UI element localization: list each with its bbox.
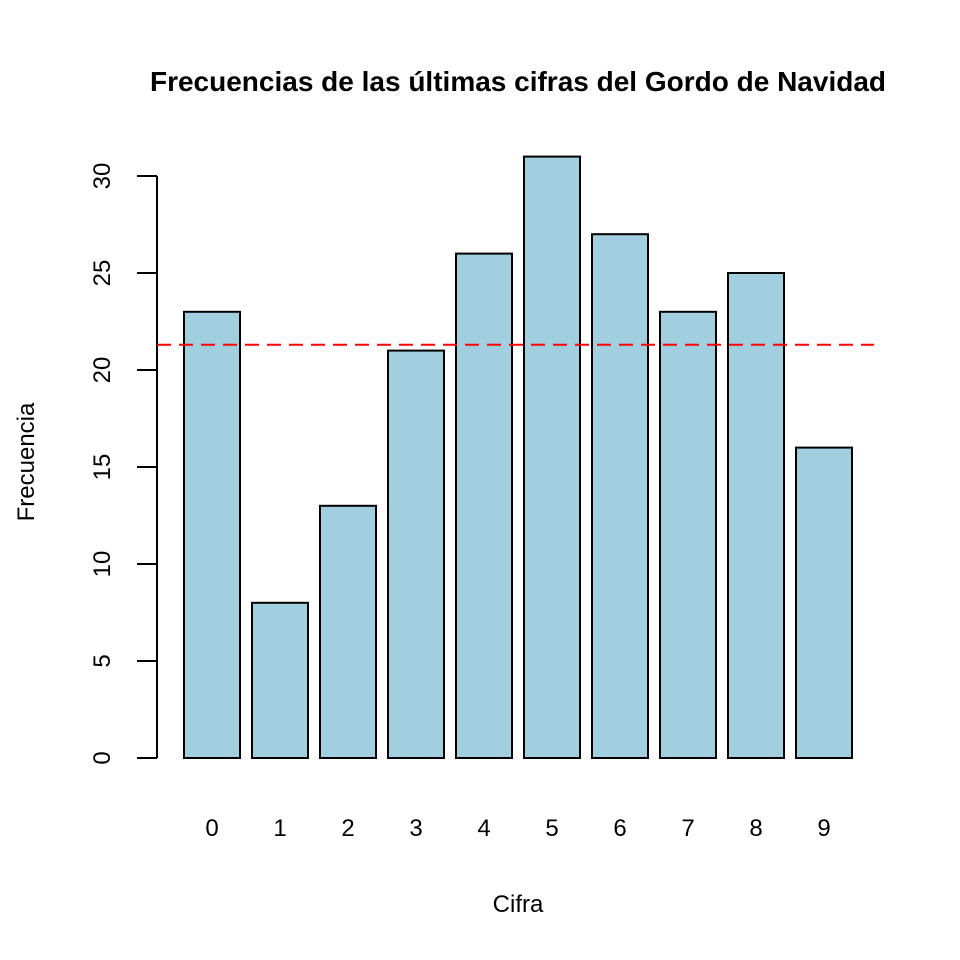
bar-9: [795, 446, 853, 759]
y-axis-line: [137, 175, 158, 759]
y-tick-label: 0: [89, 751, 116, 764]
chart-title: Frecuencias de las últimas cifras del Go…: [150, 66, 886, 97]
y-tick-label: 10: [89, 551, 116, 578]
x-tick-label: 3: [409, 815, 422, 842]
bar-7: [659, 310, 717, 759]
x-tick-label: 6: [613, 815, 626, 842]
y-tick-labels: 0 5 10 15 20 25 30: [89, 163, 116, 765]
bars-group: [183, 155, 853, 760]
x-tick-labels: 0 1 2 3 4 5 6 7 8 9: [205, 815, 830, 842]
x-tick-label: 8: [749, 815, 762, 842]
y-tick-label: 5: [89, 654, 116, 667]
x-tick-label: 0: [205, 815, 218, 842]
x-tick-label: 2: [341, 815, 354, 842]
x-tick-label: 5: [545, 815, 558, 842]
bar-3: [387, 349, 445, 759]
y-axis: 0 5 10 15 20 25 30: [89, 163, 158, 765]
x-tick-label: 1: [273, 815, 286, 842]
y-tick-label: 15: [89, 454, 116, 481]
y-tick-label: 25: [89, 260, 116, 287]
x-axis-title: Cifra: [493, 891, 544, 918]
bar-8: [727, 272, 785, 759]
bar-5: [523, 155, 581, 760]
bar-0: [183, 310, 241, 759]
x-tick-label: 7: [681, 815, 694, 842]
bar-1: [251, 601, 309, 759]
bar-4: [455, 252, 513, 759]
y-tick-label: 30: [89, 163, 116, 190]
y-tick-label: 20: [89, 357, 116, 384]
x-tick-label: 9: [817, 815, 830, 842]
y-axis-title: Frecuencia: [13, 402, 40, 521]
bar-6: [591, 233, 649, 759]
bar-2: [319, 504, 377, 759]
x-tick-label: 4: [477, 815, 490, 842]
